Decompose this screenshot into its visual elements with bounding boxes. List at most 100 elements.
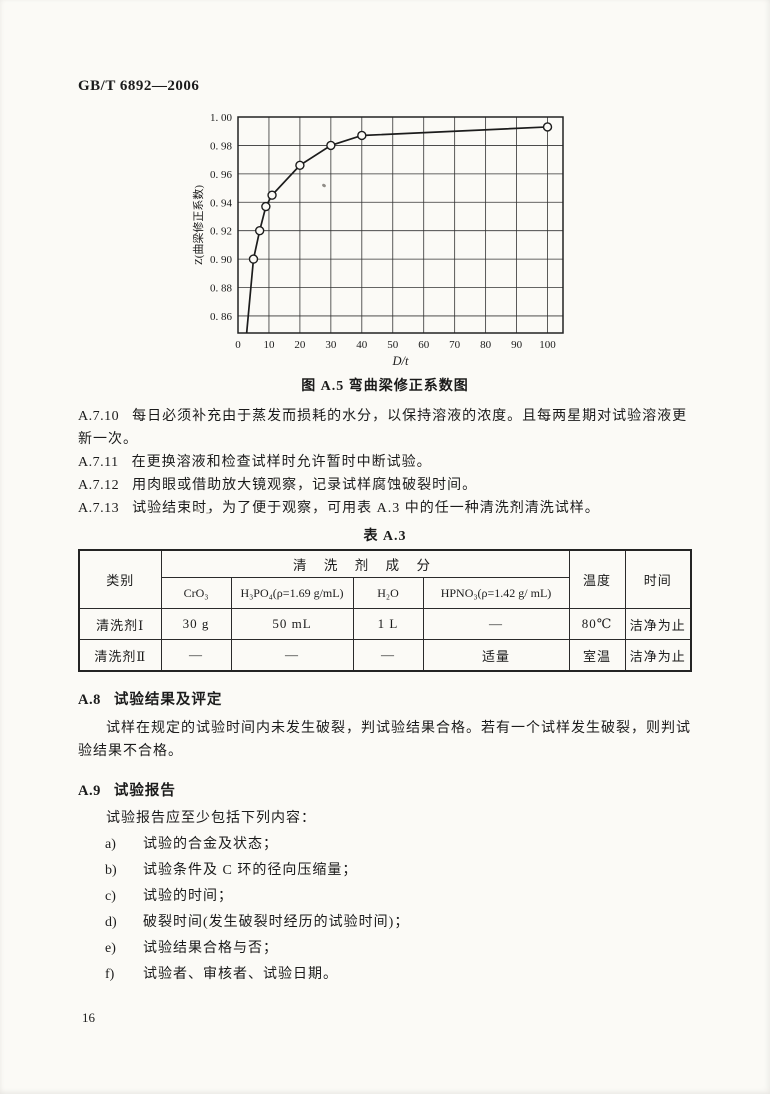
data-line <box>245 126 548 334</box>
data-point <box>542 122 553 132</box>
y-tick-label: 0. 96 <box>210 169 233 181</box>
cell-temp: 室温 <box>568 639 626 672</box>
y-tick-label: 1. 00 <box>210 112 233 124</box>
section-a8-body: 试样在规定的试验时间内未发生破裂，判试验结果合格。若有一个试样发生破裂，则判试验… <box>78 721 691 759</box>
cell-h3po4: — <box>230 639 354 672</box>
header-temperature: 温度 <box>568 549 626 609</box>
item-label: e) <box>105 941 116 956</box>
page-content: GB/T 6892—2006 0 10 20 30 40 50 60 70 80 90 100 1. … <box>78 78 692 988</box>
y-axis-label: Z(曲梁修正系数) <box>191 185 205 265</box>
x-axis-label: D/t <box>392 354 410 367</box>
scan-smudge <box>206 512 209 514</box>
y-tick-label: 0. 92 <box>210 226 232 238</box>
section-heading-a8: A.8 试验结果及评定 <box>78 688 692 709</box>
clause-text: 在更换溶液和检查试样时允许暂时中断试验。 <box>131 455 432 470</box>
cell-hpno3: 适量 <box>422 639 570 672</box>
item-text: 试验的合金及状态； <box>143 837 278 852</box>
section-number: A.8 <box>78 692 101 708</box>
item-text: 试验结果合格与否； <box>143 941 278 956</box>
list-item-f: f) 试验者、审核者、试验日期。 <box>105 962 692 988</box>
clause-list: A.7.10 每日必须补充由于蒸发而损耗的水分，以保持溶液的浓度。且每两星期对试验… <box>78 405 692 520</box>
y-tick-label: 0. 90 <box>210 254 233 266</box>
section-heading-a9: A.9 试验报告 <box>78 779 692 800</box>
x-tick-label: 20 <box>294 339 306 351</box>
x-tick-label: 10 <box>263 339 275 351</box>
list-item-e: e) 试验结果合格与否； <box>105 936 692 962</box>
y-tick-label: 0. 86 <box>210 311 233 323</box>
clause-number: A.7.12 <box>78 478 120 493</box>
clause-a7-13: A.7.13 试验结束时，为了便于观察，可用表 A.3 中的任一种清洗剂清洗试样。 <box>78 497 692 520</box>
list-item-a: a) 试验的合金及状态； <box>105 832 692 858</box>
cell-cro3: 30 g <box>160 608 232 640</box>
header-h2o: H₂O <box>352 577 424 609</box>
clause-text: 试验结束时，为了便于观察，可用表 A.3 中的任一种清洗剂清洗试样。 <box>132 501 600 516</box>
item-text: 破裂时间(发生破裂时经历的试验时间)； <box>143 915 410 930</box>
figure-caption: 图 A.5 弯曲梁修正系数图 <box>301 379 469 394</box>
item-label: b) <box>105 863 117 878</box>
header-composition: 清 洗 剂 成 分 <box>160 549 570 578</box>
section-number: A.9 <box>78 783 101 799</box>
cell-h3po4: 50 mL <box>230 608 354 640</box>
list-item-b: b) 试验条件及 C 环的径向压缩量； <box>105 858 692 884</box>
list-item-c: c) 试验的时间； <box>105 884 692 910</box>
x-tick-label: 40 <box>356 339 368 351</box>
standard-number-header: GB/T 6892—2006 <box>78 78 200 94</box>
data-point <box>254 225 265 236</box>
header-cro3: CrO₃ <box>160 577 232 609</box>
x-tick-label: 100 <box>539 339 556 351</box>
data-point <box>261 201 271 212</box>
clause-a7-10: A.7.10 每日必须补充由于蒸发而损耗的水分，以保持溶液的浓度。且每两星期对试验… <box>78 405 692 451</box>
item-label: f) <box>105 967 115 982</box>
data-point <box>326 140 336 151</box>
item-text: 试验者、审核者、试验日期。 <box>143 967 338 982</box>
clause-a7-11: A.7.11 在更换溶液和检查试样时允许暂时中断试验。 <box>78 451 692 474</box>
clause-text: 每日必须补充由于蒸发而损耗的水分，以保持溶液的浓度。且每两星期对试验溶液更新一次… <box>78 409 688 447</box>
page-number: 16 <box>82 1010 95 1025</box>
cell-cro3: — <box>160 639 232 672</box>
y-tick-label: 0. 98 <box>210 140 233 152</box>
x-tick-label: 90 <box>511 339 522 351</box>
cell-time: 洁净为止 <box>624 639 692 672</box>
list-item-d: d) 破裂时间(发生破裂时经历的试验时间)； <box>105 910 692 936</box>
data-point <box>248 254 259 264</box>
section-title: 试验报告 <box>113 783 176 799</box>
clause-a7-12: A.7.12 用肉眼或借助放大镜观察，记录试样腐蚀破裂时间。 <box>78 474 692 497</box>
table-a3: 类别 清 洗 剂 成 分 温度 时间 CrO₃ H₃PO₄(ρ=1.69 g/m… <box>78 549 692 672</box>
section-a9-intro: 试验报告应至少包括下列内容： <box>106 811 316 826</box>
cell-h2o: — <box>352 639 424 672</box>
data-point <box>295 160 305 171</box>
x-tick-label: 60 <box>418 339 430 351</box>
item-text: 试验条件及 C 环的径向压缩量； <box>143 863 358 878</box>
cell-time: 洁净为止 <box>624 608 692 640</box>
header-time: 时间 <box>624 549 692 609</box>
cell-temp: 80℃ <box>568 608 626 640</box>
item-label: c) <box>105 889 116 904</box>
data-point <box>357 130 367 141</box>
item-label: a) <box>105 837 116 852</box>
table-caption: 表 A.3 <box>363 529 407 544</box>
cell-category: 清洗剂Ⅰ <box>78 608 162 640</box>
header-hpno3: HPNO₃(ρ=1.42 g/ mL) <box>422 577 570 609</box>
x-tick-label: 50 <box>387 339 399 351</box>
table-row-cleaner-2: 清洗剂Ⅱ — — — 适量 室温 洁净为止 <box>78 639 692 672</box>
clause-number: A.7.13 <box>78 501 120 516</box>
x-tick-label: 70 <box>449 339 461 351</box>
item-label: d) <box>105 915 117 930</box>
clause-text: 用肉眼或借助放大镜观察，记录试样腐蚀破裂时间。 <box>132 478 478 493</box>
header-h3po4: H₃PO₄(ρ=1.69 g/mL) <box>230 577 354 609</box>
clause-number: A.7.10 <box>78 409 120 424</box>
x-tick-label: 80 <box>480 339 492 351</box>
figure-a5-chart-svg: 0 10 20 30 40 50 60 70 80 90 100 1. 00 0. 98 0. 96 0. … <box>191 112 564 367</box>
table-header-row-1: 类别 清 洗 剂 成 分 温度 时间 <box>78 549 692 609</box>
x-tick-label: 30 <box>325 339 337 351</box>
cell-h2o: 1 L <box>352 608 424 640</box>
data-point <box>267 190 277 200</box>
report-items-list: a) 试验的合金及状态； b) 试验条件及 C 环的径向压缩量； c) 试验的时间； … <box>78 832 692 988</box>
y-tick-label: 0. 94 <box>210 197 233 209</box>
scan-smudge <box>196 509 200 512</box>
table-row-cleaner-1: 清洗剂Ⅰ 30 g 50 mL 1 L — 80℃ 洁净为止 <box>78 608 692 640</box>
x-tick-label: 0 <box>235 339 241 351</box>
section-title: 试验结果及评定 <box>113 692 223 708</box>
cell-category: 清洗剂Ⅱ <box>78 639 162 672</box>
clause-number: A.7.11 <box>78 455 119 470</box>
